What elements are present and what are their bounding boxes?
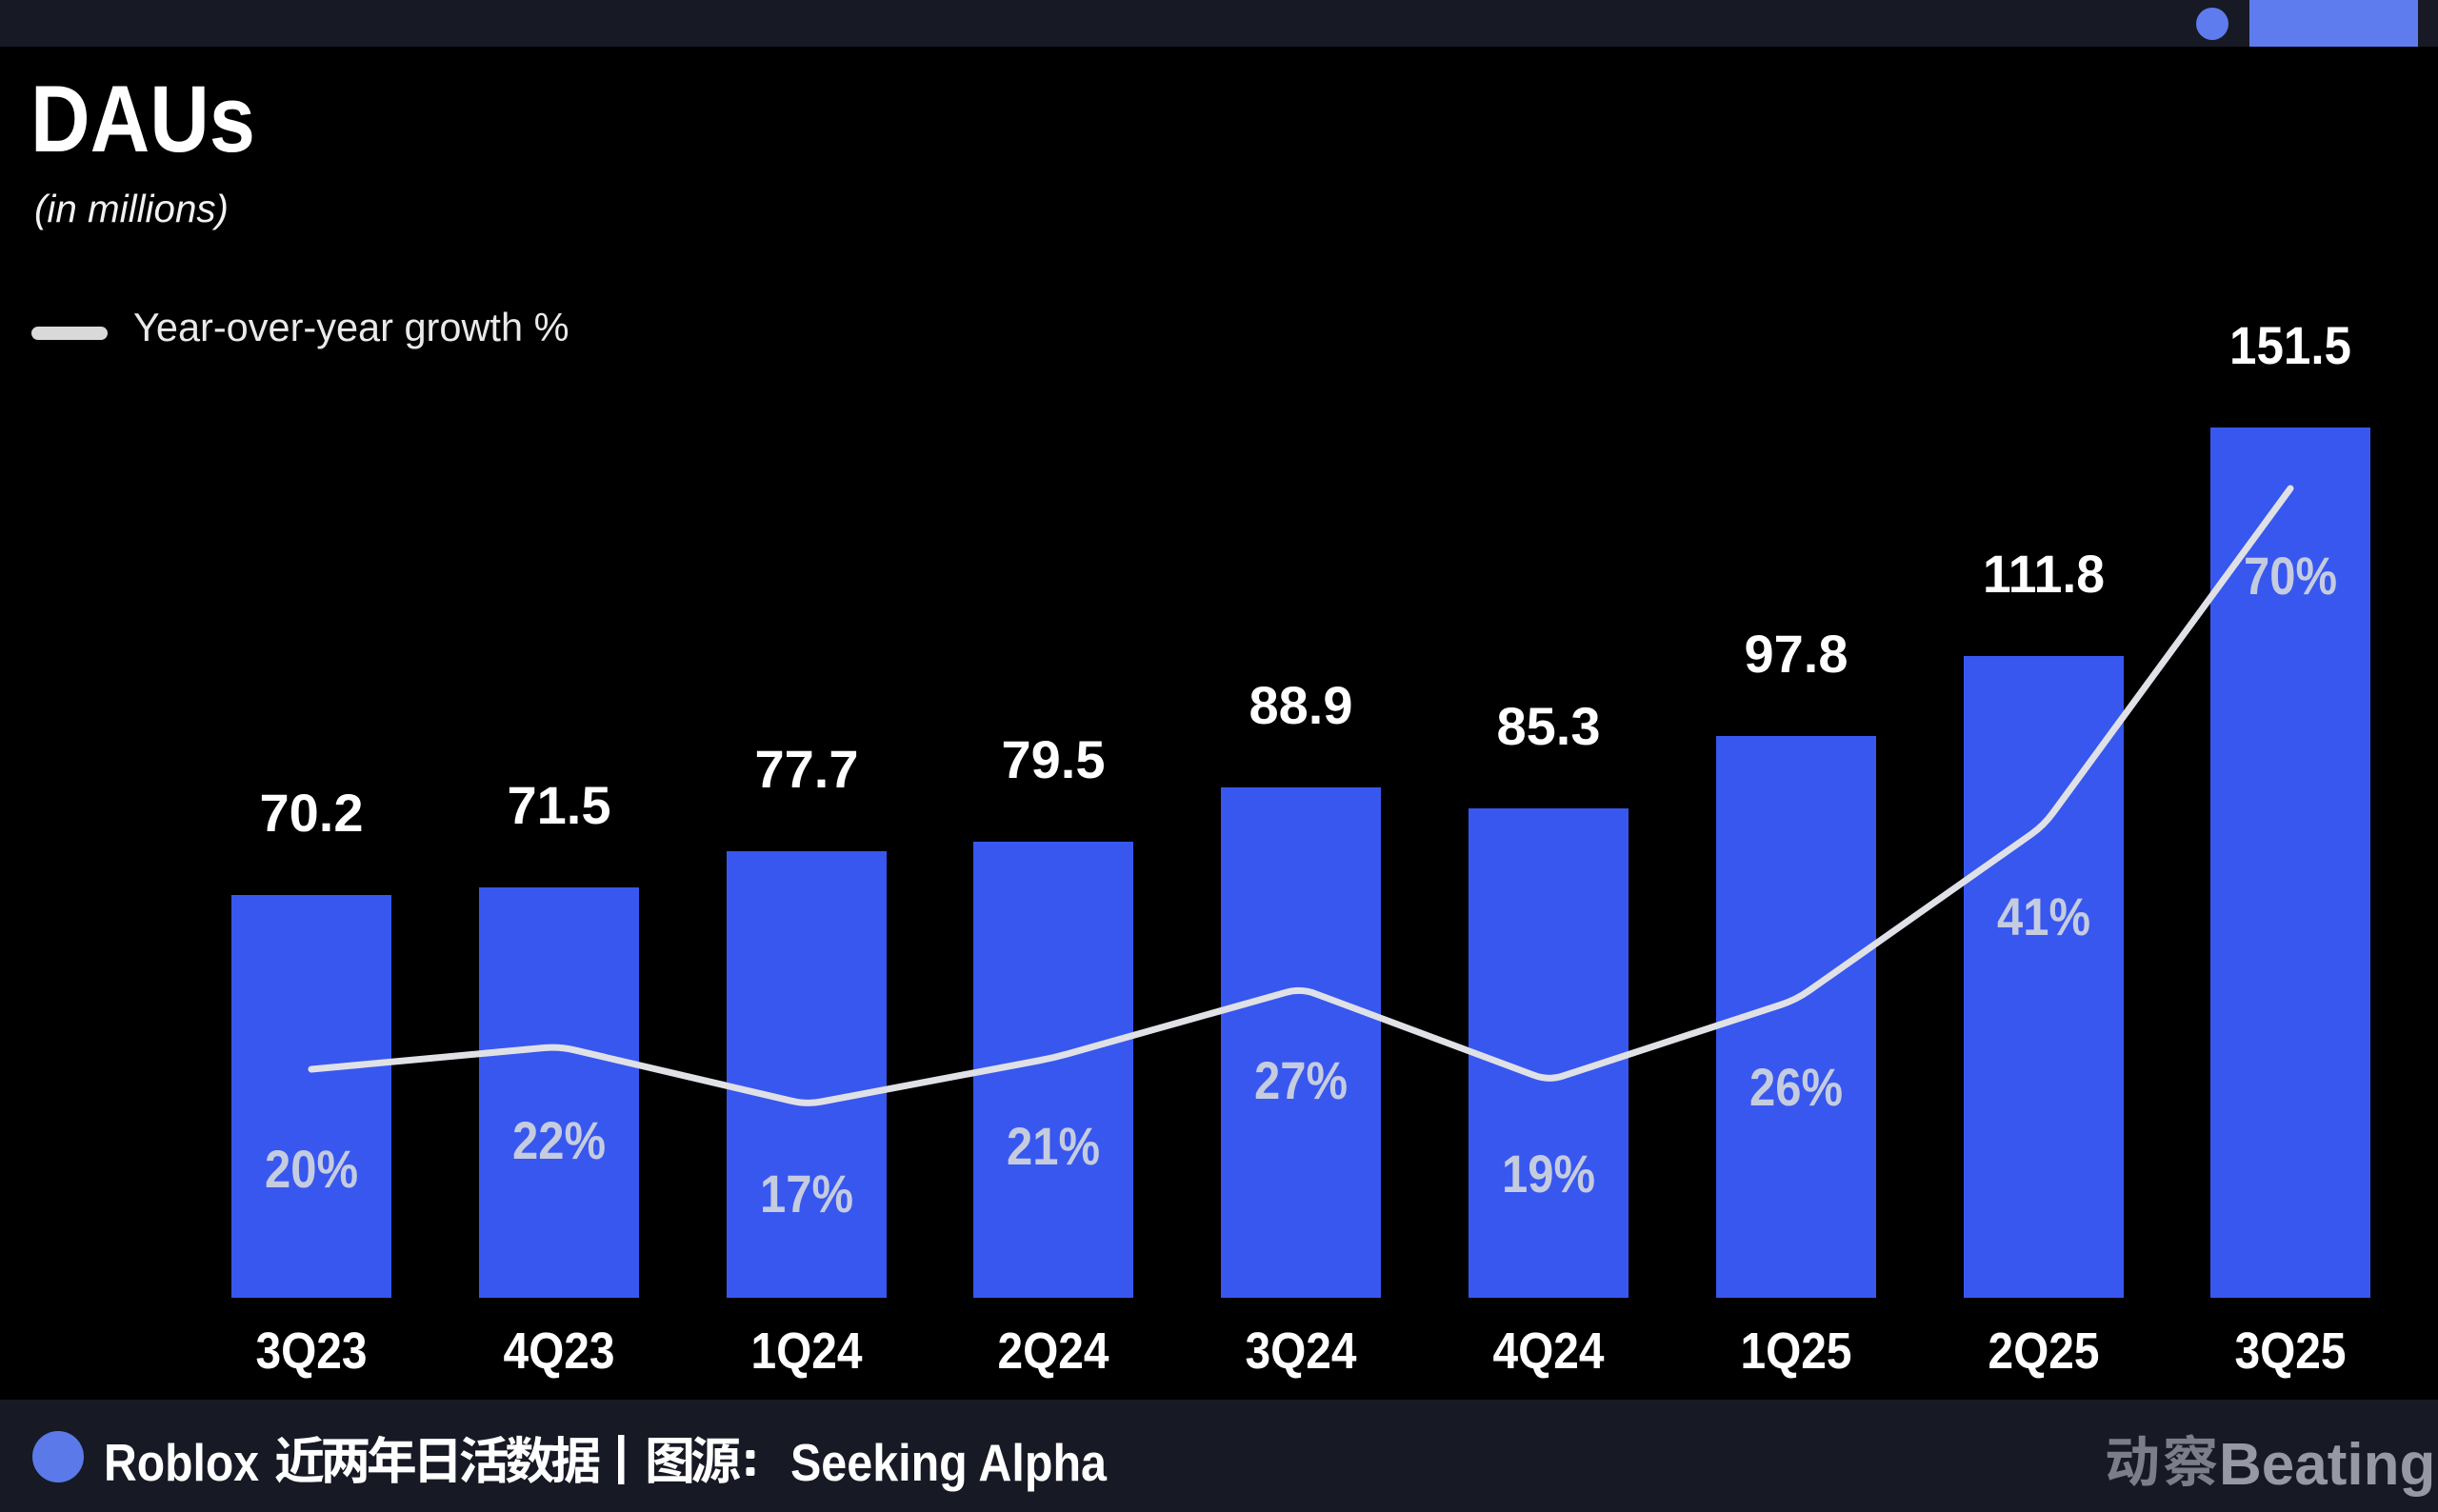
svg-text:1Q24: 1Q24 xyxy=(751,1323,863,1380)
svg-text:2Q24: 2Q24 xyxy=(998,1323,1109,1380)
svg-text:41%: 41% xyxy=(1997,886,2090,946)
svg-text:DAUs: DAUs xyxy=(30,66,255,171)
svg-text:Beating: Beating xyxy=(2219,1432,2435,1498)
svg-text:111.8: 111.8 xyxy=(1983,544,2105,604)
svg-text:70%: 70% xyxy=(2244,546,2337,606)
svg-text:27%: 27% xyxy=(1254,1050,1348,1110)
svg-text:26%: 26% xyxy=(1749,1057,1843,1117)
svg-text:88.9: 88.9 xyxy=(1249,675,1353,735)
svg-text:3Q25: 3Q25 xyxy=(2235,1323,2347,1380)
svg-text:2Q25: 2Q25 xyxy=(1988,1323,2100,1380)
svg-text:77.7: 77.7 xyxy=(755,739,859,799)
svg-text:79.5: 79.5 xyxy=(1002,729,1106,789)
svg-text:17%: 17% xyxy=(760,1164,853,1224)
svg-text:3Q24: 3Q24 xyxy=(1246,1323,1357,1380)
svg-text:97.8: 97.8 xyxy=(1745,624,1848,684)
svg-text:20%: 20% xyxy=(265,1139,358,1199)
svg-text:85.3: 85.3 xyxy=(1497,696,1601,756)
svg-text:4Q23: 4Q23 xyxy=(504,1323,615,1380)
svg-text:151.5: 151.5 xyxy=(2229,315,2351,375)
svg-text:19%: 19% xyxy=(1502,1144,1595,1204)
svg-text:21%: 21% xyxy=(1007,1116,1100,1176)
svg-text:71.5: 71.5 xyxy=(508,775,611,835)
svg-text:Roblox: Roblox xyxy=(104,1433,259,1492)
svg-text:3Q23: 3Q23 xyxy=(256,1323,368,1380)
svg-text:1Q25: 1Q25 xyxy=(1741,1323,1852,1380)
svg-text:(in millions): (in millions) xyxy=(34,187,229,230)
svg-text:Year-over-year growth %: Year-over-year growth % xyxy=(133,305,569,349)
svg-text:4Q24: 4Q24 xyxy=(1493,1323,1605,1380)
svg-text:22%: 22% xyxy=(512,1110,606,1170)
svg-text:Seeking Alpha: Seeking Alpha xyxy=(790,1433,1107,1492)
svg-text:70.2: 70.2 xyxy=(260,783,364,843)
